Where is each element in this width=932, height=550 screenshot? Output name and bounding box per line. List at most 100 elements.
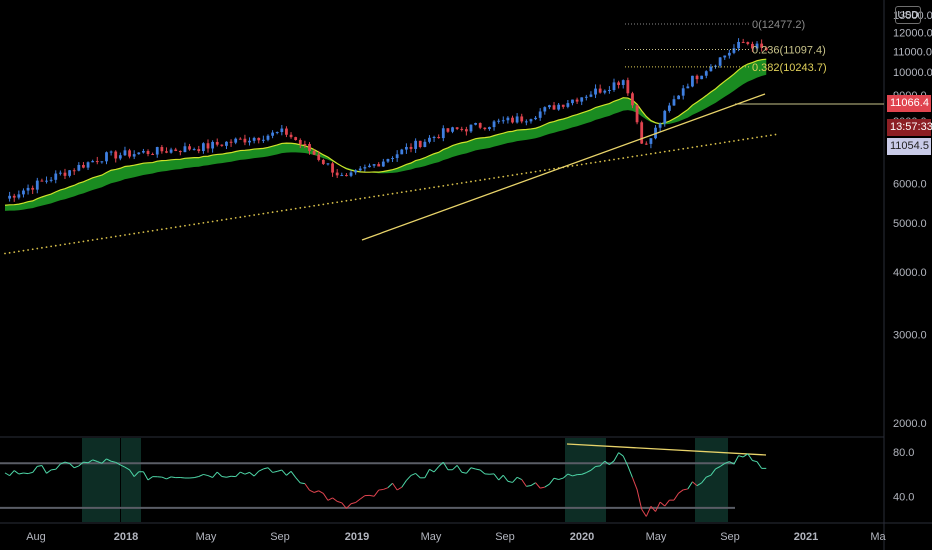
long-ma-dot [511,174,514,177]
long-ma-dot [746,137,749,140]
candle-body [280,128,284,133]
long-ma-dot [8,251,11,254]
long-ma-dot [4,252,6,255]
long-ma-dot [336,201,339,204]
time-axis[interactable]: Aug 2018 May Sep 2019 May Sep 2020 May Sep 2021 Ma [26,531,886,543]
long-ma-dot [91,239,94,241]
candle-body [635,105,639,123]
long-ma-dot [626,156,629,159]
candle-body [368,165,371,168]
rsi-segment [120,464,126,468]
candle-body [760,43,764,48]
fib-retracement[interactable]: 0(12477.2) 0.236(11097.4) 0.382(10243.7) [625,19,884,105]
rsi-segment [106,458,112,462]
candle-body [26,187,30,191]
candle-body [658,123,662,128]
long-ma-dot [331,202,334,204]
rsi-segment [502,474,509,482]
candle-body [128,150,131,157]
candle-body [82,164,85,168]
candle-body [317,154,321,160]
rsi-segment [572,474,578,477]
currency-button[interactable]: USD [895,6,921,24]
rsi-segment [18,472,24,475]
long-ma-dot [442,184,445,187]
long-ma-dot [373,195,375,198]
long-ma-dot [769,134,772,137]
candle-body [441,128,445,139]
ma-value-tag: 11054.5 [887,138,931,155]
last-price-tag: 11066.4 [887,95,931,112]
price-axis[interactable]: 13000.012000.011000.010000.09000.08000.0… [893,10,932,504]
candle-body [631,93,634,106]
fib-level-label: 0.236(11097.4) [752,44,826,56]
long-ma-dot [253,214,256,216]
rsi-segment [650,505,656,512]
rsi-segment [530,482,536,486]
time-axis-label: Sep [720,531,740,543]
rsi-segment [479,469,486,475]
long-ma-dot [197,222,200,225]
long-ma-dot [733,140,735,142]
candle-body [695,75,699,80]
long-ma-dot [184,224,186,227]
candle-body [428,137,431,142]
long-ma-dot [765,135,768,137]
rsi-segment [286,470,292,476]
candle-countdown-tag: 13:57:33 [887,119,932,136]
candle-body [492,121,496,128]
candle-body [418,140,422,148]
rsi-segment [194,476,199,479]
rsi-segment [392,482,398,491]
rsi-segment [456,465,463,473]
long-ma-dot [520,172,523,175]
candle-body [238,138,242,140]
long-ma-dot [17,250,20,253]
candle-body [612,82,616,91]
long-ma-dot [303,206,306,209]
rsi-segment [622,455,629,467]
long-ma-dot [31,248,34,251]
candle-body [229,141,233,143]
candle-body [248,140,251,143]
candle-body [132,154,136,157]
rsi-segment [507,480,513,483]
candle-body [12,195,16,198]
long-ma-dot [193,223,196,226]
candle-body [400,149,404,155]
candle-body [677,95,680,100]
rsi-segment [609,460,615,466]
candle-body [469,124,473,132]
rsi-highlight-bands [82,438,728,522]
rsi-segment [373,489,380,497]
rsi-segment [692,481,698,487]
candle-body [520,116,524,122]
candle-body [404,146,408,150]
trendlines[interactable] [361,93,767,456]
rsi-segment [60,461,66,465]
long-ma-dot [350,199,352,201]
long-ma-dot [760,135,763,138]
price-axis-label: 6000.0 [893,178,927,190]
candle-body [58,172,62,174]
candle-body [455,127,459,129]
rsi-segment [715,466,721,470]
candle-body [45,180,48,182]
rsi-segment [433,466,440,473]
candle-body [446,128,450,132]
rsi-segment [664,499,670,507]
long-ma-dot [668,150,671,152]
rsi-segment [83,461,89,464]
candle-body [326,163,330,165]
long-ma-dot [774,133,777,136]
long-ma-dot [714,142,717,145]
long-ma-dot [317,204,320,206]
candle-body [598,88,602,93]
rsi-segment [290,471,297,478]
long-ma-dot [174,226,177,229]
time-axis-label: Aug [26,531,46,543]
rsi-segment [631,477,638,490]
candle-body [423,141,427,148]
long-ma-dot [622,157,625,159]
